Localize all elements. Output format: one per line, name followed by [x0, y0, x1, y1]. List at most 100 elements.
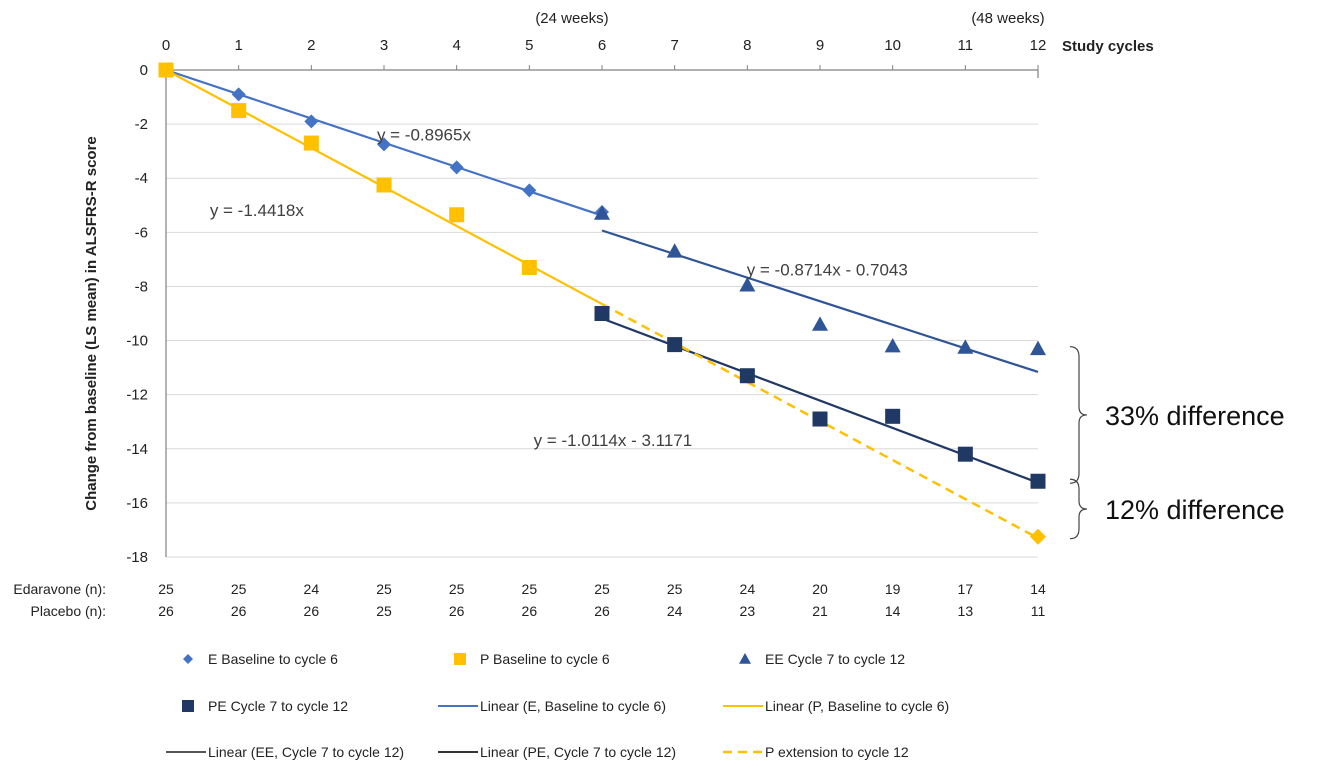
y-tick-label: -8	[135, 278, 148, 295]
legend-swatch	[182, 700, 194, 712]
x-tick-label: 2	[307, 37, 315, 54]
y-tick-label: -14	[126, 441, 148, 458]
data-point	[231, 103, 247, 119]
placebo-count: 26	[449, 603, 465, 619]
x-tick-label: 1	[234, 37, 242, 54]
trend-equation: y = -0.8714x - 0.7043	[747, 261, 908, 280]
data-point	[667, 337, 683, 353]
legend-swatch	[454, 653, 466, 665]
x-tick-label: 6	[598, 37, 606, 54]
x-tick-label: 3	[380, 37, 388, 54]
data-point	[812, 316, 828, 331]
data-point	[449, 207, 465, 223]
y-tick-label: -2	[135, 116, 148, 133]
extension-point	[1030, 528, 1046, 545]
edaravone-count: 25	[231, 581, 247, 597]
trendlines	[165, 68, 1039, 540]
difference-bracket	[1069, 478, 1088, 540]
x-tick-label: 7	[670, 37, 678, 54]
placebo-count: 24	[667, 603, 683, 619]
data-points	[158, 62, 1046, 545]
data-point	[957, 339, 974, 354]
data-point	[957, 446, 973, 462]
trend-equation: y = -1.0114x - 3.1171	[534, 431, 693, 450]
edaravone-count: 20	[812, 581, 828, 597]
placebo-count: 23	[740, 603, 756, 619]
edaravone-count: 19	[885, 581, 901, 597]
week-label: (24 weeks)	[535, 10, 608, 27]
edaravone-count: 25	[522, 581, 538, 597]
legend-label: P Baseline to cycle 6	[480, 651, 610, 667]
gridlines	[166, 123, 1038, 558]
data-point	[522, 183, 537, 198]
data-point	[594, 205, 610, 220]
trend-equation: y = -1.4418x	[210, 201, 305, 220]
edaravone-count: 24	[740, 581, 756, 597]
data-point	[884, 337, 901, 353]
data-point	[1030, 473, 1046, 489]
data-point	[885, 408, 901, 424]
y-tick-label: -10	[126, 333, 148, 350]
placebo-count-label: Placebo (n):	[31, 603, 106, 619]
placebo-count: 26	[158, 603, 174, 619]
placebo-count: 14	[885, 603, 901, 619]
data-point	[666, 243, 683, 258]
legend-label: PE Cycle 7 to cycle 12	[208, 698, 348, 714]
data-point	[739, 368, 755, 384]
legend-label: E Baseline to cycle 6	[208, 651, 338, 667]
data-point	[377, 137, 391, 152]
axes: 0-2-4-6-8-10-12-14-16-180 1 2 3 4 5 6 7 8 9 10 11 12…	[83, 10, 1154, 566]
placebo-count: 26	[594, 603, 610, 619]
placebo-count: 26	[231, 603, 247, 619]
legend-label: Linear (PE, Cycle 7 to cycle 12)	[480, 744, 676, 760]
legend-swatch	[739, 653, 751, 664]
legend-label: Linear (EE, Cycle 7 to cycle 12)	[208, 744, 404, 760]
x-tick-label: 8	[743, 37, 751, 54]
annotations: y = -0.8965x y = -1.4418x y = -0.8714x - 0…	[210, 125, 1285, 540]
edaravone-count: 25	[158, 581, 174, 597]
x-tick-label: 5	[525, 37, 533, 54]
subject-counts: Edaravone (n): Placebo (n): 25 25 24 25 25 25 25…	[13, 581, 1046, 619]
placebo-count: 11	[1031, 603, 1046, 619]
edaravone-count: 17	[958, 581, 974, 597]
x-tick-label: 4	[452, 37, 460, 54]
difference-label: 33% difference	[1105, 401, 1285, 431]
edaravone-count-label: Edaravone (n):	[13, 581, 106, 597]
placebo-count: 25	[376, 603, 392, 619]
legend-swatch	[183, 654, 193, 664]
y-tick-label: -6	[135, 224, 148, 241]
x-tick-label: 12	[1030, 37, 1047, 54]
legend: E Baseline to cycle 6 P Baseline to cycle…	[166, 651, 949, 760]
legend-label: EE Cycle 7 to cycle 12	[765, 651, 905, 667]
x-tick-label: 0	[162, 37, 170, 54]
y-axis-title: Change from baseline (LS mean) in ALSFRS…	[83, 136, 100, 511]
x-tick-label: 11	[958, 37, 974, 54]
placebo-count: 21	[812, 603, 828, 619]
data-point	[1030, 340, 1046, 356]
placebo-count: 13	[958, 603, 974, 619]
y-tick-label: -18	[126, 549, 148, 566]
data-point	[158, 62, 174, 78]
data-point	[449, 160, 464, 175]
edaravone-count: 25	[449, 581, 465, 597]
edaravone-count: 24	[304, 581, 320, 597]
data-point	[812, 411, 828, 427]
x-axis-title: Study cycles	[1062, 38, 1154, 55]
data-point	[231, 87, 246, 102]
legend-label: Linear (E, Baseline to cycle 6)	[480, 698, 666, 714]
difference-bracket	[1069, 346, 1088, 484]
trend-equation: y = -0.8965x	[377, 125, 472, 144]
y-tick-label: 0	[140, 62, 148, 79]
y-tick-label: -16	[126, 495, 148, 512]
data-point	[303, 135, 319, 151]
edaravone-count: 25	[667, 581, 683, 597]
data-point	[304, 114, 319, 129]
edaravone-count: 14	[1030, 581, 1046, 597]
placebo-count: 26	[304, 603, 320, 619]
difference-label: 12% difference	[1105, 495, 1285, 525]
data-point	[739, 277, 756, 292]
data-point	[521, 260, 537, 276]
legend-label: P extension to cycle 12	[765, 744, 909, 760]
placebo-count: 26	[522, 603, 538, 619]
